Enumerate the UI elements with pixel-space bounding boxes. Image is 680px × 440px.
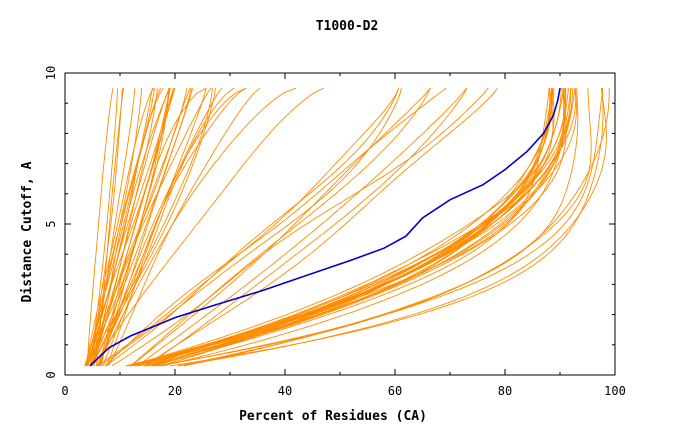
curve-line-60 bbox=[162, 88, 572, 367]
curve-line-12 bbox=[87, 88, 153, 367]
x-tick-label-2: 40 bbox=[278, 384, 292, 398]
curve-line-39 bbox=[105, 87, 399, 367]
curve-line-69 bbox=[150, 88, 569, 367]
curve-line-18 bbox=[87, 88, 143, 366]
curve-line-45 bbox=[129, 87, 431, 367]
curve-line-54 bbox=[143, 88, 567, 367]
curve-line-40 bbox=[104, 87, 447, 367]
curve-line-37 bbox=[96, 87, 400, 367]
curve-line-68 bbox=[126, 88, 566, 367]
curve-line-44 bbox=[146, 87, 468, 367]
x-axis-label: Percent of Residues (CA) bbox=[239, 409, 427, 424]
curve-line-73 bbox=[155, 88, 592, 367]
curve-line-70 bbox=[169, 88, 604, 367]
x-tick-label-4: 80 bbox=[498, 384, 512, 398]
curve-line-74 bbox=[178, 88, 607, 367]
curve-line-72 bbox=[184, 88, 579, 367]
curve-line-35 bbox=[98, 87, 247, 367]
curve-line-66 bbox=[126, 88, 555, 367]
curve-line-42 bbox=[144, 87, 498, 367]
highlight-line bbox=[89, 87, 561, 367]
curve-line-34 bbox=[100, 87, 207, 367]
curve-line-23 bbox=[90, 88, 123, 366]
curve-line-31 bbox=[95, 87, 247, 367]
curve-line-64 bbox=[134, 88, 577, 367]
y-tick-label-0: 0 bbox=[44, 371, 58, 378]
curve-line-36 bbox=[111, 87, 489, 367]
x-tick-label-1: 20 bbox=[168, 384, 182, 398]
curve-line-51 bbox=[134, 88, 553, 367]
curves bbox=[84, 87, 610, 367]
curve-line-38 bbox=[99, 87, 402, 367]
curve-line-14 bbox=[93, 87, 162, 366]
curve-line-0 bbox=[91, 87, 172, 367]
chart-title: T1000-D2 bbox=[316, 19, 379, 34]
y-axis-label: Distance Cutoff, A bbox=[20, 161, 35, 302]
curve-line-63 bbox=[128, 88, 564, 367]
curve-line-3 bbox=[84, 88, 213, 367]
x-tick-label-0: 0 bbox=[61, 384, 68, 398]
curve-line-52 bbox=[145, 88, 576, 367]
curve-line-32 bbox=[102, 87, 235, 367]
curve-line-13 bbox=[89, 87, 174, 367]
curve-line-24 bbox=[91, 88, 216, 367]
curve-line-43 bbox=[131, 87, 431, 367]
y-tick-label-2: 10 bbox=[44, 66, 58, 80]
curve-line-21 bbox=[89, 88, 118, 366]
curve-line-67 bbox=[147, 88, 567, 367]
curve-line-19 bbox=[85, 87, 154, 366]
curve-line-16 bbox=[86, 88, 114, 366]
curve-line-65 bbox=[128, 88, 555, 367]
curve-line-28 bbox=[106, 87, 223, 367]
curve-line-61 bbox=[151, 88, 574, 367]
curve-line-33 bbox=[108, 87, 261, 367]
curve-line-41 bbox=[137, 87, 467, 367]
curve-line-29 bbox=[92, 87, 325, 367]
x-tick-label-5: 100 bbox=[604, 384, 626, 398]
x-tick-label-3: 60 bbox=[388, 384, 402, 398]
y-tick-label-1: 5 bbox=[44, 220, 58, 227]
highlight-series bbox=[89, 87, 561, 367]
curve-line-75 bbox=[177, 88, 610, 367]
axis-ticks: 0 20 40 60 80 100 0 5 10 bbox=[44, 66, 626, 398]
